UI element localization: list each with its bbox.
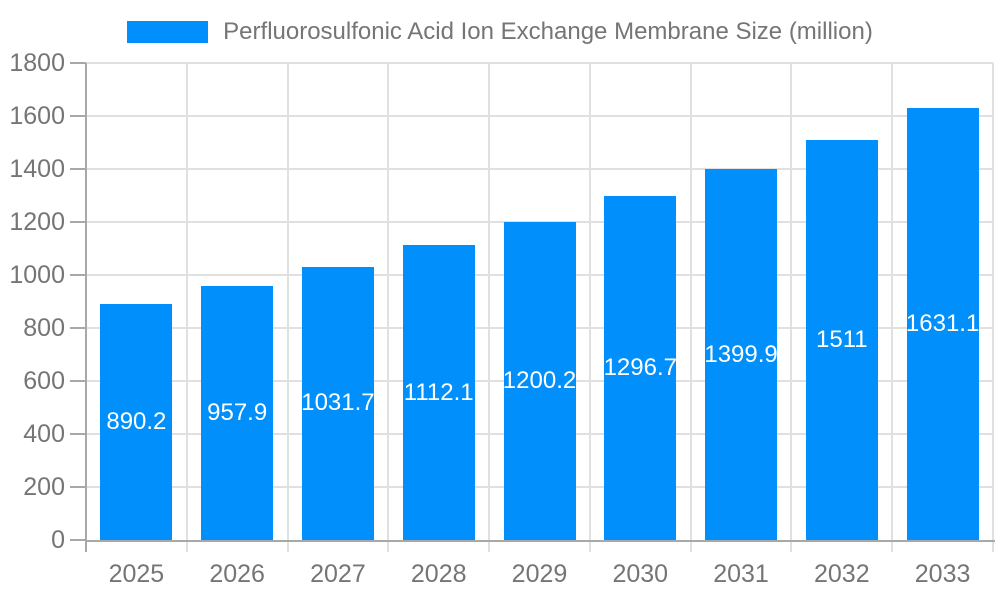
y-axis-line xyxy=(85,63,87,552)
bar[interactable]: 1511 xyxy=(805,139,878,540)
v-gridline xyxy=(185,63,188,552)
x-axis-label: 2025 xyxy=(108,560,165,588)
bar-value-label: 1631.1 xyxy=(905,309,980,337)
bar-value-label: 890.2 xyxy=(106,408,167,436)
x-axis-label: 2030 xyxy=(612,560,669,588)
y-tick xyxy=(70,115,86,117)
y-tick xyxy=(70,380,86,382)
v-gridline xyxy=(689,63,692,552)
y-tick xyxy=(70,62,86,64)
bar[interactable]: 1631.1 xyxy=(905,107,980,540)
bar[interactable]: 1112.1 xyxy=(402,245,475,540)
y-tick xyxy=(70,433,86,435)
v-gridline xyxy=(790,63,793,552)
bar-value-label: 1112.1 xyxy=(403,378,474,406)
h-gridline xyxy=(86,168,993,170)
y-axis-label: 800 xyxy=(23,314,65,342)
y-axis-label: 1600 xyxy=(9,102,65,130)
v-gridline xyxy=(286,63,289,552)
h-gridline xyxy=(86,115,993,117)
x-axis-label: 2029 xyxy=(511,560,568,588)
x-axis-label: 2031 xyxy=(713,560,769,588)
v-gridline xyxy=(387,63,390,552)
x-axis-label: 2027 xyxy=(310,560,366,588)
bar-value-label: 1031.7 xyxy=(301,389,375,417)
h-gridline xyxy=(86,62,993,64)
v-gridline xyxy=(588,63,591,552)
legend-label: Perfluorosulfonic Acid Ion Exchange Memb… xyxy=(223,18,873,45)
bar[interactable]: 957.9 xyxy=(201,286,274,540)
y-tick xyxy=(70,274,86,276)
bar[interactable]: 890.2 xyxy=(100,304,173,540)
bar-value-label: 957.9 xyxy=(207,399,268,427)
y-axis-label: 200 xyxy=(23,473,65,501)
y-axis-label: 1800 xyxy=(9,49,65,77)
y-tick xyxy=(70,327,86,329)
bar-value-label: 1511 xyxy=(816,325,868,353)
bar[interactable]: 1399.9 xyxy=(704,169,778,540)
chart-legend[interactable]: Perfluorosulfonic Acid Ion Exchange Memb… xyxy=(0,20,1000,44)
x-axis-label: 2028 xyxy=(410,560,467,588)
x-axis-label: 2033 xyxy=(914,560,971,588)
y-tick xyxy=(70,486,86,488)
y-tick xyxy=(70,221,86,223)
v-gridline xyxy=(488,63,491,552)
bar[interactable]: 1296.7 xyxy=(603,196,677,540)
bar-value-label: 1200.2 xyxy=(502,366,577,394)
y-axis-label: 400 xyxy=(23,420,65,448)
bar-value-label: 1399.9 xyxy=(704,340,778,368)
v-gridline xyxy=(992,63,994,552)
y-tick xyxy=(70,168,86,170)
y-axis-label: 1000 xyxy=(9,261,65,289)
x-axis-label: 2032 xyxy=(814,560,870,588)
bar[interactable]: 1200.2 xyxy=(502,221,577,540)
bar[interactable]: 1031.7 xyxy=(301,266,375,540)
legend-swatch xyxy=(127,21,209,43)
y-axis-label: 600 xyxy=(23,367,65,395)
v-gridline xyxy=(891,63,894,552)
bar-value-label: 1296.7 xyxy=(603,354,677,382)
y-axis-label: 0 xyxy=(51,526,65,554)
x-axis-label: 2026 xyxy=(209,560,265,588)
x-axis-line xyxy=(86,540,995,542)
y-axis-label: 1400 xyxy=(9,155,65,183)
y-tick xyxy=(70,539,86,541)
y-axis-label: 1200 xyxy=(9,208,65,236)
